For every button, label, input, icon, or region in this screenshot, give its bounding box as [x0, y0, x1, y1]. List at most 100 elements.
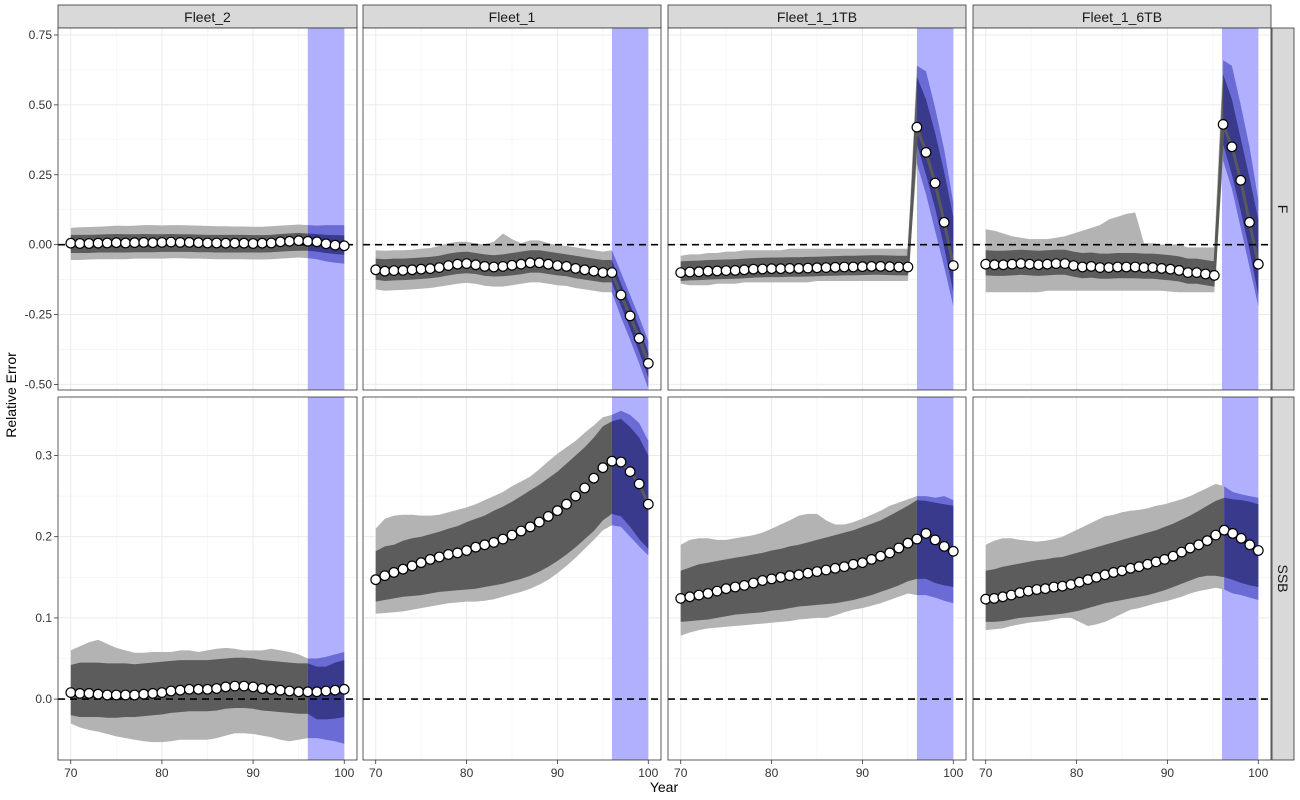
median-point — [624, 466, 636, 478]
y-tick-label: 0.0 — [35, 692, 52, 706]
median-point — [947, 545, 959, 557]
median-point — [1217, 118, 1229, 130]
median-point — [1041, 258, 1053, 270]
median-point — [1173, 265, 1185, 276]
median-point — [379, 570, 391, 582]
median-point — [320, 238, 332, 250]
median-point — [552, 260, 563, 272]
median-point — [1208, 270, 1220, 281]
facet-strip-label-fleet_2: Fleet_2 — [184, 9, 231, 25]
median-point — [183, 236, 195, 248]
median-point — [1120, 261, 1132, 273]
x-tick-label: 70 — [979, 766, 993, 780]
median-point — [388, 567, 400, 578]
median-point — [1191, 267, 1203, 279]
median-point — [443, 549, 454, 560]
median-point — [156, 236, 168, 248]
panel-border — [362, 396, 662, 761]
median-point — [1176, 546, 1187, 558]
median-point — [92, 237, 104, 249]
median-point — [1200, 268, 1211, 280]
median-point — [533, 516, 545, 528]
median-point — [211, 237, 223, 249]
median-point — [506, 259, 518, 271]
median-point — [452, 258, 463, 270]
median-point — [633, 478, 645, 490]
panel-ssb-fleet_2 — [57, 396, 358, 761]
median-point — [884, 261, 896, 273]
median-point — [920, 146, 932, 158]
median-point — [624, 310, 636, 322]
x-tick-label: 100 — [334, 766, 354, 780]
y-tick-label: 0.3 — [35, 448, 52, 462]
x-tick-label: 70 — [369, 766, 383, 780]
median-point — [83, 238, 95, 249]
median-point — [866, 261, 877, 272]
panel-f-fleet_1_1tb — [667, 27, 967, 391]
median-point — [433, 551, 445, 563]
median-point — [875, 550, 886, 562]
median-point — [702, 588, 714, 599]
facet-strip-label-fleet_1_1tb: Fleet_1_1TB — [777, 9, 857, 25]
median-point — [675, 593, 687, 604]
y-tick-label: -0.25 — [25, 308, 53, 322]
median-point — [129, 237, 141, 249]
y-tick-label: 0.2 — [35, 530, 52, 544]
median-point — [406, 560, 418, 572]
median-point — [293, 686, 305, 698]
panel-border — [57, 27, 358, 391]
panel-border — [972, 27, 1272, 391]
panel-ssb-fleet_1 — [362, 396, 662, 761]
median-point — [615, 289, 627, 301]
x-tick-label: 90 — [246, 766, 260, 780]
median-point — [1050, 258, 1062, 270]
median-point — [561, 498, 572, 510]
projection-period-shade — [307, 28, 345, 390]
median-point — [693, 266, 705, 278]
median-point — [893, 261, 905, 273]
median-point — [597, 267, 609, 279]
median-point — [1156, 263, 1167, 274]
x-tick-label: 90 — [856, 766, 870, 780]
row-strip-ssb — [1271, 396, 1295, 761]
x-tick-label: 80 — [460, 766, 474, 780]
median-point — [1226, 141, 1238, 153]
median-point — [1015, 258, 1027, 270]
median-point — [1235, 174, 1247, 186]
median-point — [929, 534, 941, 546]
median-point — [497, 261, 509, 272]
row-strip-label-f: F — [1275, 205, 1291, 214]
median-point — [165, 236, 177, 248]
median-point — [757, 263, 768, 275]
median-point — [988, 593, 1000, 604]
median-point — [642, 358, 654, 369]
median-point — [684, 591, 696, 603]
median-point — [284, 235, 295, 247]
median-point — [320, 685, 332, 697]
median-point — [479, 539, 491, 551]
median-point — [766, 573, 777, 585]
median-point — [857, 261, 868, 273]
median-point — [101, 237, 113, 249]
panel-ssb-fleet_1_6tb — [972, 396, 1272, 761]
median-point — [552, 505, 563, 517]
median-point — [147, 688, 159, 699]
median-point — [693, 589, 705, 601]
median-point — [74, 688, 86, 699]
median-point — [980, 258, 992, 270]
median-point — [793, 263, 805, 274]
median-point — [929, 177, 941, 189]
median-point — [938, 541, 950, 552]
median-point — [1252, 258, 1264, 270]
median-point — [238, 680, 250, 692]
median-point — [147, 237, 159, 249]
median-point — [1085, 261, 1097, 272]
median-point — [192, 237, 204, 249]
median-point — [1182, 267, 1194, 279]
median-point — [875, 261, 886, 272]
median-point — [202, 237, 213, 249]
median-point — [766, 263, 777, 275]
median-point — [820, 564, 832, 576]
median-point — [1244, 539, 1256, 551]
median-point — [920, 528, 932, 539]
